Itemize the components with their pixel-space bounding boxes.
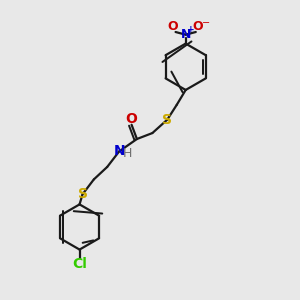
Text: S: S — [162, 113, 172, 127]
Text: Cl: Cl — [72, 257, 87, 272]
Text: O: O — [125, 112, 137, 126]
Text: N: N — [181, 28, 191, 41]
Text: O: O — [168, 20, 178, 33]
Text: O: O — [193, 20, 203, 33]
Text: S: S — [77, 187, 88, 201]
Text: N: N — [113, 145, 125, 158]
Text: −: − — [202, 18, 211, 28]
Text: +: + — [187, 25, 194, 34]
Text: H: H — [122, 147, 132, 160]
